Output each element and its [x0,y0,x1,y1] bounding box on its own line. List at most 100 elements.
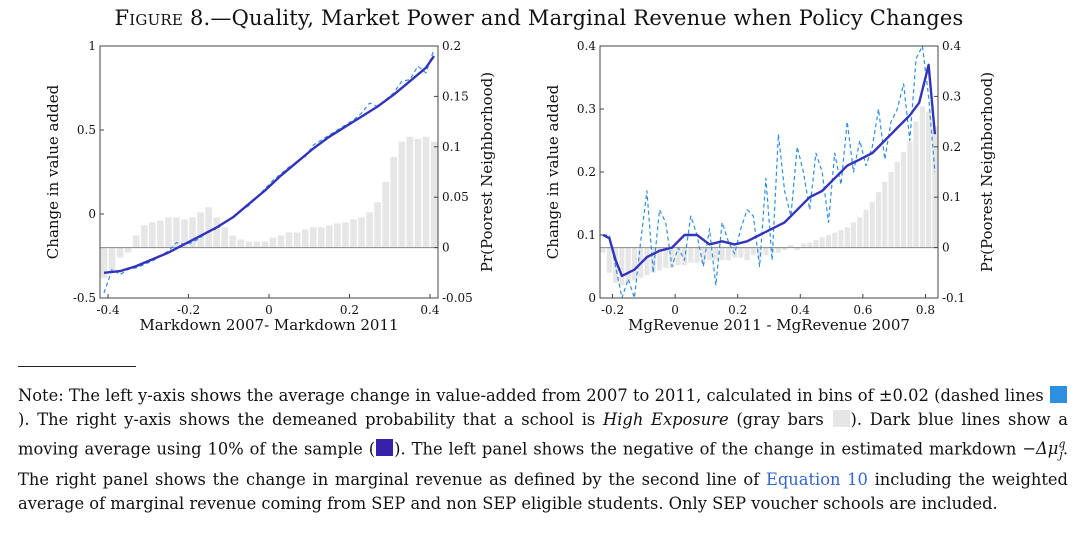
bar-36 [825,235,831,248]
x-tick-label-3: 0.4 [791,303,810,317]
x-tick-label-4: 0.6 [853,303,872,317]
bar-31 [794,247,800,251]
note-text-5: ). The left panel shows the negative of … [394,439,1023,459]
bar-13 [205,207,212,248]
bar-33 [366,212,373,248]
bar-44 [876,192,882,248]
bar-41 [430,141,438,248]
bar-37 [398,141,406,248]
bar-4 [625,247,631,283]
bar-46 [888,172,894,248]
bar-8 [650,247,656,273]
bar-10 [663,247,669,268]
bar-16 [700,247,706,263]
bar-36 [390,156,397,248]
bar-12 [675,247,681,266]
bar-50 [913,121,919,248]
y-axis-label: Change in value added [544,84,562,259]
bar-21 [269,237,277,248]
y-tick-label-4: 0.4 [577,39,596,53]
bar-29 [334,223,341,248]
footnote-rule [18,366,136,367]
bar-32 [800,243,806,248]
bar-49 [907,141,913,248]
y2-tick-label-1: 0 [942,241,950,255]
bar-31 [350,219,357,248]
x-tick-label-0: -0.2 [601,303,624,317]
y-tick-label-3: 0.3 [577,102,596,116]
bar-1 [606,247,612,273]
bar-27 [318,227,325,248]
right-panel-chart: -0.2 0 0.2 0.4 0.6 0.8 0 0.1 0.2 0.3 0.4 -0.1 0 0.1 0.… [544,39,996,334]
bar-18 [245,241,253,248]
note-text-4: ). Dark blue lines show a moving average… [18,410,1068,459]
y-tick-label-1: 0 [88,207,96,221]
bar-6 [149,222,156,248]
figure-label: Figure 8. [114,6,211,30]
x-tick-label-0: -0.4 [96,303,120,317]
bar-37 [832,232,838,248]
y2-tick-label-3: 0.2 [942,140,961,154]
dashed-line-swatch [1050,386,1067,403]
y2-tick-label-3: 0.1 [442,140,461,154]
y-axis-label: Change in value added [44,84,62,259]
bar-0 [100,247,108,278]
figure-note: Note: The left y-axis shows the average … [18,384,1068,516]
bar-26 [763,247,769,256]
bar-5 [631,247,637,281]
y2-tick-label-0: -0.1 [942,291,965,305]
bar-20 [725,247,731,261]
y2-axis-label: Pr(Poorest Neighborhood) [478,72,496,272]
bar-17 [237,239,245,248]
bar-19 [253,241,261,248]
bar-1 [108,247,116,273]
bar-0 [600,247,606,253]
bar-38 [406,136,414,248]
bar-24 [750,247,756,256]
bar-19 [719,247,725,261]
bar-28 [326,225,333,248]
bar-41 [857,217,863,248]
bar-35 [819,237,825,248]
bar-47 [894,161,900,248]
bar-30 [788,245,794,248]
note-high-exposure: High Exposure [603,410,729,430]
equation-10-link[interactable]: Equation 10 [765,469,868,489]
figure-title-text: —Quality, Market Power and Marginal Reve… [210,6,964,30]
note-text-3: (gray bars [728,410,832,430]
y-tick-label-0: -0.5 [73,291,96,305]
x-tick-label-1: 0 [671,303,679,317]
bar-4 [132,235,140,248]
bar-5 [141,225,148,248]
bar-40 [850,222,856,248]
bar-7 [157,220,164,248]
bar-17 [707,247,713,261]
bar-42 [863,209,869,248]
bar-53 [932,126,938,248]
bar-15 [221,227,228,248]
bar-2 [116,247,124,258]
bar-11 [669,247,675,268]
y2-tick-label-1: 0 [442,241,450,255]
y2-tick-label-2: 0.05 [442,190,469,204]
bar-35 [382,182,389,248]
bar-40 [422,136,430,248]
bar-18 [713,247,719,261]
bar-3 [619,247,625,286]
x-tick-label-2: 0 [265,303,273,317]
y2-tick-label-2: 0.1 [942,190,961,204]
bar-28 [775,247,781,253]
x-axis-label: Markdown 2007- Markdown 2011 [139,316,398,334]
bar-25 [301,229,309,248]
figure-title: Figure 8.—Quality, Market Power and Marg… [0,6,1078,30]
bar-12 [197,212,204,248]
bar-43 [869,202,875,248]
bar-25 [757,247,763,258]
y-tick-label-3: 1 [88,39,96,53]
dashed-series-line [603,45,936,299]
bar-10 [181,219,188,248]
note-text-1: Note: The left y-axis shows the average … [18,386,1049,405]
bar-16 [229,235,237,248]
bar-20 [261,241,269,248]
y-tick-label-1: 0.1 [577,228,596,242]
